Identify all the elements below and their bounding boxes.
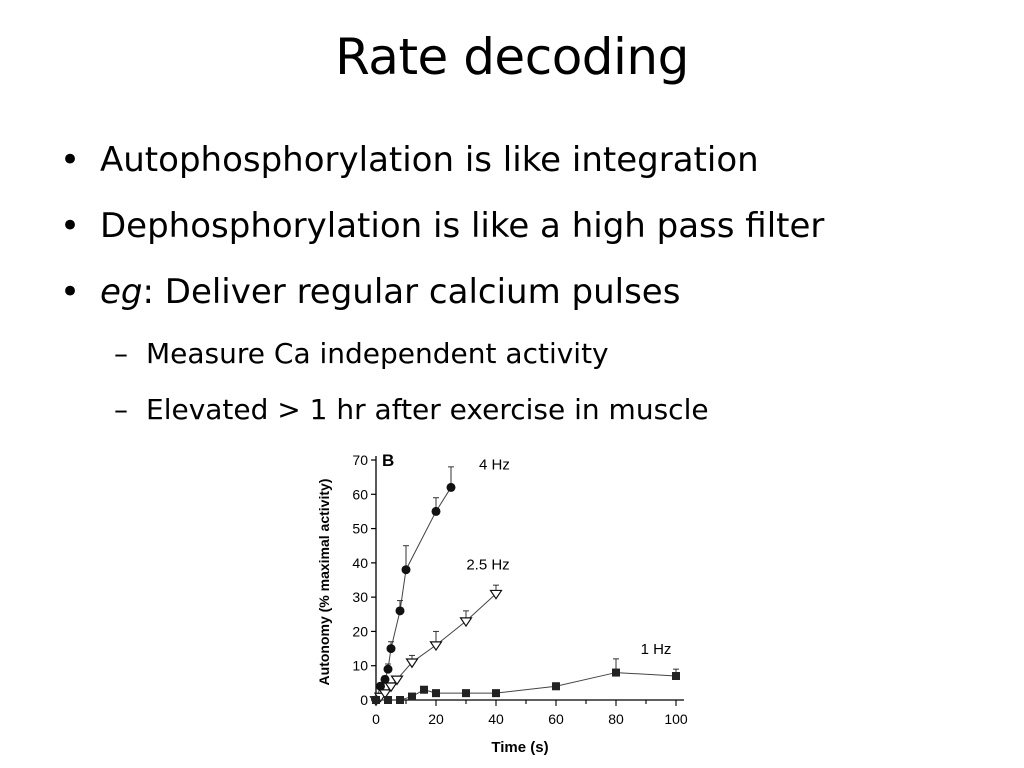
y-tick-label: 60: [352, 486, 368, 502]
data-point: [372, 696, 380, 704]
bullet-text: : Deliver regular calcium pulses: [142, 272, 681, 312]
x-tick-label: 80: [608, 711, 624, 727]
data-point: [384, 696, 392, 704]
series-label: 4 Hz: [479, 456, 510, 473]
bullet-glyph: •: [60, 206, 81, 246]
x-tick-label: 60: [548, 711, 564, 727]
y-tick-label: 10: [352, 658, 368, 674]
y-tick-label: 50: [352, 521, 368, 537]
data-point: [390, 675, 404, 686]
x-axis-label: Time (s): [491, 739, 548, 756]
bullet-glyph: •: [60, 140, 81, 180]
data-point: [459, 617, 473, 628]
data-point: [376, 681, 385, 691]
x-tick-label: 20: [428, 711, 444, 727]
x-tick-label: 0: [372, 711, 380, 727]
data-point: [431, 506, 441, 516]
y-tick-label: 70: [352, 452, 368, 468]
x-tick-label: 100: [664, 711, 688, 727]
data-point: [612, 668, 620, 677]
y-tick-label: 40: [352, 555, 368, 571]
y-tick-label: 0: [360, 692, 368, 708]
slide-title: Rate decoding: [335, 28, 689, 86]
subbullet-text: Measure Ca independent activity: [146, 337, 609, 370]
subbullet-item: – Measure Ca independent activity: [58, 336, 998, 392]
subbullet-glyph: –: [114, 393, 128, 426]
subbullet-item: – Elevated > 1 hr after exercise in musc…: [58, 392, 998, 448]
series-label: 1 Hz: [641, 641, 672, 658]
data-point: [386, 644, 396, 654]
data-point: [408, 692, 416, 701]
data-point: [396, 696, 404, 704]
data-point: [552, 682, 560, 691]
data-point: [672, 672, 680, 680]
bullet-emphasis: eg: [100, 272, 143, 312]
panel-label: B: [382, 451, 394, 470]
data-point: [401, 565, 411, 575]
data-point: [446, 482, 456, 492]
bullet-item: • Dephosphorylation is like a high pass …: [58, 204, 998, 270]
data-point: [380, 674, 390, 684]
subbullet-glyph: –: [114, 337, 128, 370]
data-point: [429, 641, 443, 652]
data-point: [420, 685, 428, 694]
data-point: [378, 689, 392, 700]
bullet-list: • Autophosphorylation is like integratio…: [58, 138, 998, 448]
x-tick-label: 40: [488, 711, 504, 727]
autonomy-chart: 0 10 20 30 40 50 60 70 0 20 40 60 80 100 Time (s) Auton…: [316, 451, 688, 756]
bullet-glyph: •: [60, 272, 81, 312]
bullet-text: Dephosphorylation is like a high pass fi…: [100, 206, 825, 246]
data-point: [384, 682, 398, 693]
data-point: [432, 689, 440, 698]
data-point: [405, 658, 419, 669]
bullet-text: Autophosphorylation is like integration: [100, 140, 759, 180]
bullet-item: • eg: Deliver regular calcium pulses: [58, 270, 998, 336]
series-label: 2.5 Hz: [466, 557, 509, 574]
y-axis-label: Autonomy (% maximal activity): [316, 479, 332, 686]
bullet-item: • Autophosphorylation is like integratio…: [58, 138, 998, 204]
data-point: [383, 664, 393, 674]
y-tick-label: 20: [352, 623, 368, 639]
data-point: [462, 689, 470, 698]
data-point: [395, 606, 405, 616]
data-point: [489, 589, 503, 600]
data-point: [492, 689, 500, 698]
subbullet-text: Elevated > 1 hr after exercise in muscle: [146, 393, 709, 426]
y-tick-label: 30: [352, 589, 368, 605]
